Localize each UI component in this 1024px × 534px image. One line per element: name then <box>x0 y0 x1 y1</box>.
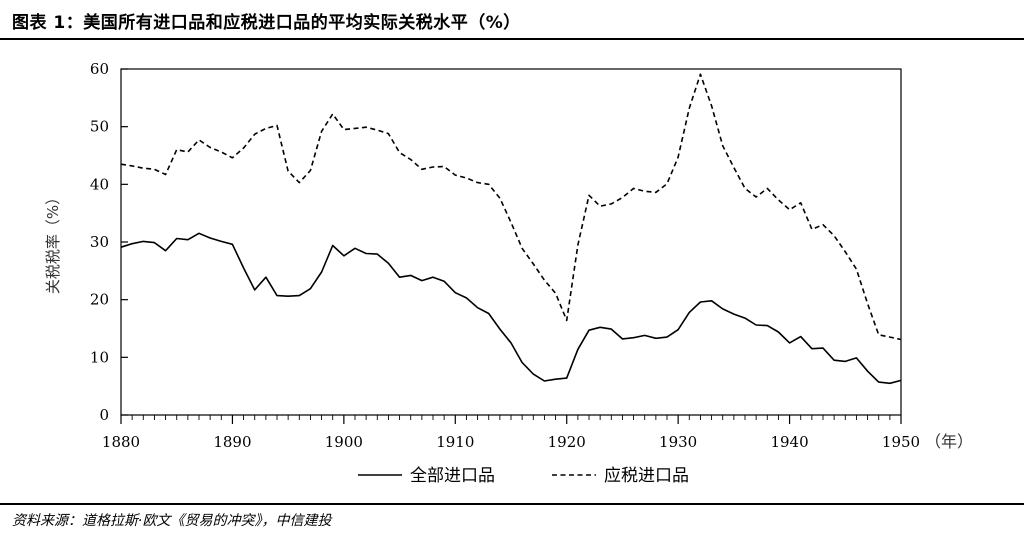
y-tick-label: 0 <box>99 406 109 424</box>
x-tick-label: 1930 <box>659 433 697 451</box>
x-tick-label: 1900 <box>325 433 363 451</box>
y-tick-label: 30 <box>90 233 109 251</box>
series-line-dutiable-imports <box>120 73 902 341</box>
y-tick-label: 60 <box>90 60 109 78</box>
y-axis-label: 关税税率（%） <box>44 190 62 294</box>
chart-legend: 全部进口品 应税进口品 <box>358 466 689 486</box>
y-tick-label: 20 <box>90 291 109 309</box>
legend-label-dutiable-imports: 应税进口品 <box>604 466 689 486</box>
chart-axes: 0 10 20 30 40 50 60 1880 1890 1900 1910 1920 1930 194… <box>90 60 920 451</box>
bottom-divider <box>0 503 1024 505</box>
series-line-all-imports <box>120 232 902 385</box>
y-tick-label: 10 <box>90 348 109 366</box>
x-tick-label: 1910 <box>436 433 474 451</box>
top-divider <box>0 38 1024 40</box>
y-tick-label: 50 <box>90 118 109 136</box>
x-tick-label: 1890 <box>213 433 251 451</box>
x-tick-label: 1880 <box>102 433 140 451</box>
plot-frame <box>120 68 902 416</box>
legend-label-all-imports: 全部进口品 <box>410 466 495 486</box>
x-tick-label: 1950 <box>882 433 920 451</box>
chart-series <box>120 73 902 385</box>
x-axis-unit-label: （年） <box>925 432 973 451</box>
y-tick-label: 40 <box>90 175 109 193</box>
figure-title: 图表 1：美国所有进口品和应税进口品的平均实际关税水平（%） <box>12 13 521 33</box>
x-tick-label: 1940 <box>770 433 808 451</box>
source-note: 资料来源：道格拉斯·欧文《贸易的冲突》，中信建投 <box>12 513 332 529</box>
x-tick-label: 1920 <box>548 433 586 451</box>
